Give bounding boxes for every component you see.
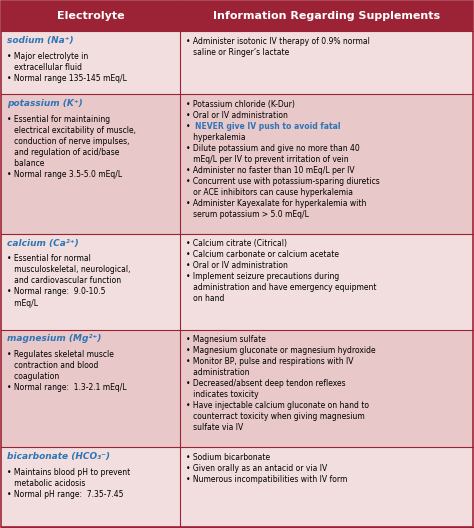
Text: • Sodium bicarbonate: • Sodium bicarbonate [186,452,270,461]
Text: and regulation of acid/base: and regulation of acid/base [7,148,119,157]
Text: • Normal pH range:  7.35-7.45: • Normal pH range: 7.35-7.45 [7,490,124,499]
FancyBboxPatch shape [1,234,181,329]
Text: • Normal range 3.5-5.0 mEq/L: • Normal range 3.5-5.0 mEq/L [7,170,122,179]
Text: bicarbonate (HCO₃⁻): bicarbonate (HCO₃⁻) [7,452,110,461]
Text: mEq/L per IV to prevent irritation of vein: mEq/L per IV to prevent irritation of ve… [186,155,349,164]
Text: and cardiovascular function: and cardiovascular function [7,277,121,286]
Text: extracellular fluid: extracellular fluid [7,63,82,72]
Text: • Normal range 135-145 mEq/L: • Normal range 135-145 mEq/L [7,74,127,83]
FancyBboxPatch shape [181,95,473,234]
Text: sodium (Na⁺): sodium (Na⁺) [7,36,73,45]
Text: coagulation: coagulation [7,372,59,381]
FancyBboxPatch shape [181,329,473,447]
Text: Information Regarding Supplements: Information Regarding Supplements [213,12,440,22]
Text: on hand: on hand [186,294,225,303]
Text: • Concurrent use with potassium-sparing diuretics: • Concurrent use with potassium-sparing … [186,177,380,186]
FancyBboxPatch shape [181,234,473,329]
Text: • Monitor BP, pulse and respirations with IV: • Monitor BP, pulse and respirations wit… [186,357,354,366]
Text: • Magnesium sulfate: • Magnesium sulfate [186,335,266,344]
Text: • Given orally as an antacid or via IV: • Given orally as an antacid or via IV [186,464,328,473]
FancyBboxPatch shape [1,95,181,234]
Text: • Oral or IV administration: • Oral or IV administration [186,111,288,120]
FancyBboxPatch shape [1,329,181,447]
Text: calcium (Ca²⁺): calcium (Ca²⁺) [7,239,79,248]
Text: contraction and blood: contraction and blood [7,361,99,370]
Text: • Maintains blood pH to prevent: • Maintains blood pH to prevent [7,468,130,477]
Text: •: • [186,122,193,131]
Text: saline or Ringer’s lactate: saline or Ringer’s lactate [186,48,289,57]
Text: • Essential for maintaining: • Essential for maintaining [7,115,110,124]
Text: • Implement seizure precautions during: • Implement seizure precautions during [186,272,339,281]
Text: • Normal range:  1.3-2.1 mEq/L: • Normal range: 1.3-2.1 mEq/L [7,383,127,392]
Text: counterract toxicity when giving magnesium: counterract toxicity when giving magnesi… [186,412,365,421]
Text: sulfate via IV: sulfate via IV [186,423,243,432]
FancyBboxPatch shape [1,447,181,526]
Text: • Normal range:  9.0-10.5: • Normal range: 9.0-10.5 [7,287,106,297]
Text: • Calcium carbonate or calcium acetate: • Calcium carbonate or calcium acetate [186,250,339,259]
Text: • Have injectable calcium gluconate on hand to: • Have injectable calcium gluconate on h… [186,401,369,410]
FancyBboxPatch shape [181,32,473,95]
Text: magnesium (Mg²⁺): magnesium (Mg²⁺) [7,334,101,343]
Text: administration: administration [186,368,250,377]
Text: • Potassium chloride (K-Dur): • Potassium chloride (K-Dur) [186,100,295,109]
Text: Electrolyte: Electrolyte [57,12,125,22]
Text: • Oral or IV administration: • Oral or IV administration [186,261,288,270]
Text: conduction of nerve impulses,: conduction of nerve impulses, [7,137,129,146]
Text: serum potassium > 5.0 mEq/L: serum potassium > 5.0 mEq/L [186,210,309,219]
Text: electrical excitability of muscle,: electrical excitability of muscle, [7,126,136,135]
FancyBboxPatch shape [181,447,473,526]
FancyBboxPatch shape [1,2,473,32]
Text: metabolic acidosis: metabolic acidosis [7,479,85,488]
Text: • Numerous incompatibilities with IV form: • Numerous incompatibilities with IV for… [186,475,347,484]
Text: • Magnesium gluconate or magnesium hydroxide: • Magnesium gluconate or magnesium hydro… [186,346,376,355]
Text: • Regulates skeletal muscle: • Regulates skeletal muscle [7,350,114,359]
FancyBboxPatch shape [1,32,181,95]
Text: administration and have emergency equipment: administration and have emergency equipm… [186,284,377,293]
Text: musculoskeletal, neurological,: musculoskeletal, neurological, [7,266,130,275]
Text: • Major electrolyte in: • Major electrolyte in [7,52,88,61]
Text: • Administer isotonic IV therapy of 0.9% normal: • Administer isotonic IV therapy of 0.9%… [186,37,370,46]
Text: mEq/L: mEq/L [7,298,38,307]
Text: or ACE inhibitors can cause hyperkalemia: or ACE inhibitors can cause hyperkalemia [186,188,353,197]
Text: NEVER give IV push to avoid fatal: NEVER give IV push to avoid fatal [195,122,340,131]
Text: • Essential for normal: • Essential for normal [7,254,91,263]
Text: • Administer no faster than 10 mEq/L per IV: • Administer no faster than 10 mEq/L per… [186,166,355,175]
Text: potassium (K⁺): potassium (K⁺) [7,99,83,108]
Text: balance: balance [7,159,45,168]
Text: hyperkalemia: hyperkalemia [186,133,246,142]
Text: • Administer Kayexalate for hyperkalemia with: • Administer Kayexalate for hyperkalemia… [186,199,366,208]
Text: • Dilute potassium and give no more than 40: • Dilute potassium and give no more than… [186,144,360,153]
Text: indicates toxicity: indicates toxicity [186,390,259,399]
Text: • Calcium citrate (Citrical): • Calcium citrate (Citrical) [186,239,287,248]
Text: • Decreased/absent deep tendon reflexes: • Decreased/absent deep tendon reflexes [186,379,346,388]
